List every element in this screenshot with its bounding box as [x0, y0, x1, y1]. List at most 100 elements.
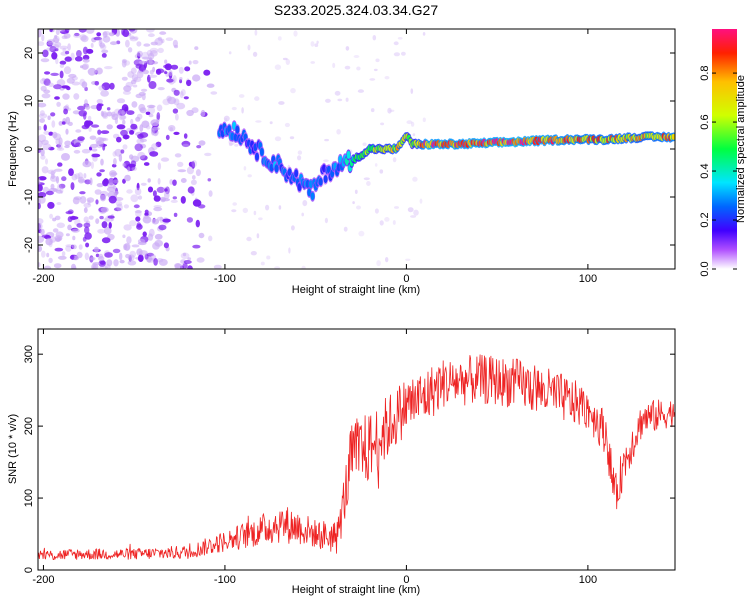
noise-blob [120, 115, 127, 120]
colorbar-tick-label: 0.4 [699, 163, 711, 178]
noise-blob [73, 33, 81, 38]
x-tick-label: -100 [214, 273, 236, 285]
noise-blob [157, 47, 164, 54]
noise-blob [38, 41, 45, 47]
noise-blob [54, 215, 61, 221]
noise-blob [74, 173, 81, 180]
noise-blob [67, 224, 72, 231]
noise-blob [129, 130, 135, 135]
noise-blob [103, 217, 111, 222]
noise-blob [310, 41, 315, 47]
noise-blob [55, 57, 59, 65]
noise-blob [43, 78, 51, 86]
noise-blob [107, 182, 116, 189]
noise-blob [129, 36, 138, 42]
noise-blob [148, 228, 155, 237]
spectrogram-y-label: Frequency (Hz) [7, 111, 19, 187]
noise-blob [278, 101, 285, 105]
noise-blob [85, 120, 94, 126]
noise-blob [110, 41, 118, 46]
noise-blob [238, 94, 245, 98]
noise-blob [180, 252, 190, 260]
noise-blob [76, 50, 82, 58]
noise-blob [86, 197, 95, 203]
noise-blob [134, 187, 142, 196]
snr-y-label: SNR (10 * v/v) [7, 414, 19, 484]
noise-blob [108, 177, 115, 186]
noise-blob [336, 129, 341, 135]
noise-blob [168, 125, 176, 132]
noise-blob [213, 264, 222, 269]
noise-blob [38, 102, 47, 108]
noise-blob [379, 220, 384, 226]
noise-blob [151, 126, 160, 131]
y-tick-label: 100 [23, 489, 35, 507]
noise-blob [111, 111, 116, 118]
noise-blob [47, 42, 55, 46]
ridge-point [287, 168, 292, 177]
noise-blob [131, 101, 138, 108]
noise-blob [136, 138, 144, 144]
noise-blob [45, 158, 48, 165]
noise-blob [150, 50, 158, 57]
noise-blob [148, 33, 155, 38]
noise-blob [356, 205, 361, 210]
noise-blob [58, 183, 66, 189]
noise-blob [131, 244, 140, 248]
snr-x-label: Height of straight line (km) [292, 584, 420, 596]
noise-blob [49, 45, 57, 53]
noise-blob [374, 208, 379, 214]
noise-blob [376, 260, 381, 267]
noise-blob [168, 70, 173, 77]
noise-blob [38, 177, 41, 183]
noise-blob [242, 207, 248, 214]
noise-blob [323, 159, 329, 162]
noise-blob [158, 224, 167, 231]
noise-blob [41, 250, 46, 258]
noise-blob [95, 67, 103, 75]
noise-blob [109, 170, 117, 178]
noise-blob [192, 74, 201, 82]
noise-blob [77, 136, 85, 142]
noise-blob [95, 137, 105, 145]
noise-blob [198, 140, 206, 146]
noise-blob [363, 177, 370, 181]
noise-blob [407, 207, 414, 213]
noise-blob [146, 49, 153, 57]
noise-blob [164, 191, 170, 200]
noise-blob [38, 184, 43, 192]
noise-blob [55, 29, 60, 36]
y-tick-label: 0 [23, 567, 35, 573]
noise-blob [136, 182, 140, 191]
ridge-point [323, 175, 328, 184]
noise-blob [113, 190, 119, 195]
noise-blob [106, 107, 111, 111]
noise-blob [80, 65, 84, 69]
noise-blob [157, 87, 165, 91]
noise-blob [71, 228, 80, 233]
noise-blob [82, 46, 88, 55]
noise-blob [50, 175, 58, 182]
noise-blob [344, 65, 351, 70]
noise-blob [130, 67, 137, 75]
noise-blob [297, 150, 303, 155]
noise-blob [125, 253, 131, 259]
noise-blob [153, 205, 162, 208]
noise-blob [119, 259, 125, 264]
noise-blob [44, 71, 51, 75]
noise-blob [38, 192, 47, 198]
noise-blob [141, 120, 150, 129]
noise-blob [56, 147, 65, 151]
spectrogram-plot-area [38, 29, 675, 269]
noise-blob [173, 131, 180, 135]
noise-blob [89, 135, 97, 140]
noise-blob [152, 66, 156, 73]
noise-blob [183, 133, 188, 139]
noise-blob [157, 216, 164, 221]
ridge-point [255, 152, 259, 161]
noise-blob [146, 257, 156, 263]
noise-blob [206, 83, 215, 88]
noise-blob [98, 103, 104, 107]
noise-blob [84, 226, 90, 234]
